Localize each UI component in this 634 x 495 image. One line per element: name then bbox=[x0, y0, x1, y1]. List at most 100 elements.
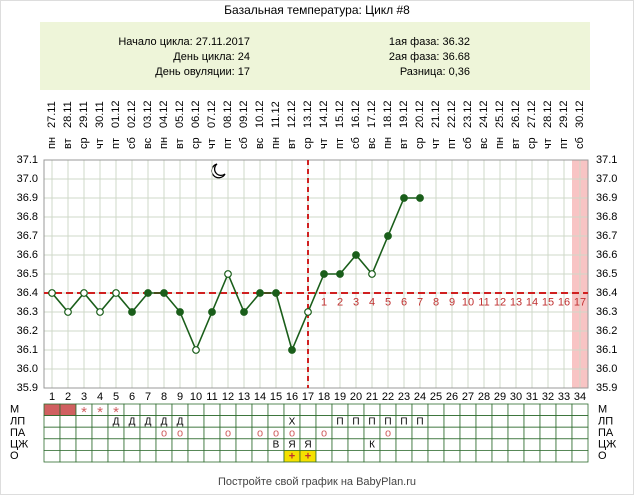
cell-text: П bbox=[336, 417, 343, 428]
y-tick-label: 36.3 bbox=[17, 306, 38, 318]
cell-text: П bbox=[368, 417, 375, 428]
luteal-day: 9 bbox=[449, 296, 455, 308]
table-cell bbox=[443, 426, 461, 440]
table-cell bbox=[523, 438, 541, 451]
weekday-label: ср bbox=[414, 137, 426, 149]
table-cell bbox=[539, 403, 557, 417]
date-label: 29.12 bbox=[558, 100, 570, 128]
table-cell bbox=[475, 415, 493, 428]
temperature-point bbox=[176, 308, 184, 316]
table-cell bbox=[75, 415, 93, 428]
x-tick-label: 6 bbox=[129, 391, 135, 403]
cell-text: o bbox=[225, 427, 231, 439]
table-cell bbox=[315, 449, 333, 463]
temperature-point bbox=[352, 251, 360, 259]
table-cell bbox=[443, 403, 461, 417]
y-tick-label: 37.0 bbox=[596, 173, 617, 185]
table-cell bbox=[235, 449, 253, 463]
table-cell bbox=[491, 415, 509, 428]
weekday-label: чт bbox=[318, 138, 330, 149]
y-tick-label: 36.3 bbox=[596, 306, 617, 318]
table-cell bbox=[315, 403, 333, 417]
date-label: 20.12 bbox=[414, 100, 426, 128]
table-cell bbox=[507, 438, 525, 451]
table-cell bbox=[75, 449, 93, 463]
row-label: ЛП bbox=[10, 415, 25, 427]
table-cell bbox=[475, 449, 493, 463]
table-cell bbox=[299, 403, 317, 417]
table-cell bbox=[43, 449, 61, 463]
table-cell bbox=[75, 426, 93, 440]
temperature-point bbox=[128, 308, 136, 316]
temperature-point bbox=[416, 194, 424, 202]
weekday-label: пн bbox=[382, 137, 394, 149]
date-label: 23.12 bbox=[462, 100, 474, 128]
table-cell bbox=[267, 415, 285, 428]
table-cell bbox=[235, 426, 253, 440]
table-cell bbox=[459, 415, 477, 428]
temperature-point bbox=[368, 270, 376, 278]
weekday-label: вт bbox=[510, 138, 522, 149]
table-cell bbox=[75, 438, 93, 451]
weekday-label: ср bbox=[526, 137, 538, 149]
weekday-label: вс bbox=[142, 137, 154, 149]
info-text: День овуляции: 17 bbox=[155, 66, 250, 78]
y-tick-label: 36.6 bbox=[17, 249, 38, 261]
row-label: М bbox=[598, 404, 607, 416]
luteal-day: 14 bbox=[526, 296, 538, 308]
chart-title: Базальная температура: Цикл #8 bbox=[224, 3, 410, 17]
x-tick-label: 16 bbox=[286, 391, 298, 403]
table-cell bbox=[395, 403, 413, 417]
x-tick-label: 31 bbox=[526, 391, 538, 403]
table-cell bbox=[315, 438, 333, 451]
weekday-label: пт bbox=[334, 138, 346, 149]
x-tick-label: 10 bbox=[190, 391, 202, 403]
x-tick-label: 26 bbox=[446, 391, 458, 403]
date-label: 17.12 bbox=[366, 100, 378, 128]
date-label: 25.12 bbox=[494, 100, 506, 128]
x-tick-label: 25 bbox=[430, 391, 442, 403]
temperature-point bbox=[336, 270, 344, 278]
table-cell bbox=[459, 449, 477, 463]
table-cell bbox=[235, 403, 253, 417]
x-tick-label: 5 bbox=[113, 391, 119, 403]
weekday-label: вт bbox=[62, 138, 74, 149]
table-cell bbox=[459, 403, 477, 417]
table-cell bbox=[411, 403, 429, 417]
table-cell bbox=[123, 403, 141, 417]
table-cell bbox=[491, 403, 509, 417]
row-label: ЦЖ bbox=[10, 439, 28, 451]
y-tick-label: 36.2 bbox=[17, 325, 38, 337]
cell-text: Я bbox=[288, 440, 295, 451]
x-tick-label: 7 bbox=[145, 391, 151, 403]
table-cell bbox=[251, 438, 269, 451]
table-cell bbox=[139, 426, 157, 440]
x-tick-label: 3 bbox=[81, 391, 87, 403]
cell-text: В bbox=[273, 440, 280, 451]
table-cell bbox=[43, 426, 61, 440]
table-cell bbox=[507, 415, 525, 428]
table-cell bbox=[171, 449, 189, 463]
cell-text: o bbox=[273, 427, 279, 439]
table-cell bbox=[187, 403, 205, 417]
table-cell bbox=[219, 415, 237, 428]
x-tick-label: 33 bbox=[558, 391, 570, 403]
date-label: 18.12 bbox=[382, 100, 394, 128]
temperature-point bbox=[320, 270, 328, 278]
x-tick-label: 13 bbox=[238, 391, 250, 403]
table-cell bbox=[363, 403, 381, 417]
weekday-label: вс bbox=[366, 137, 378, 149]
info-text: Начало цикла: 27.11.2017 bbox=[118, 36, 250, 48]
weekday-label: пт bbox=[110, 138, 122, 149]
cell-text: o bbox=[289, 427, 295, 439]
table-cell bbox=[139, 449, 157, 463]
table-cell bbox=[59, 403, 77, 417]
table-cell bbox=[523, 426, 541, 440]
y-tick-label: 36.1 bbox=[17, 344, 38, 356]
table-cell bbox=[363, 426, 381, 440]
luteal-day: 15 bbox=[542, 296, 554, 308]
table-cell bbox=[395, 449, 413, 463]
table-cell bbox=[507, 426, 525, 440]
date-label: 27.11 bbox=[46, 101, 58, 128]
y-tick-label: 36.5 bbox=[596, 268, 617, 280]
